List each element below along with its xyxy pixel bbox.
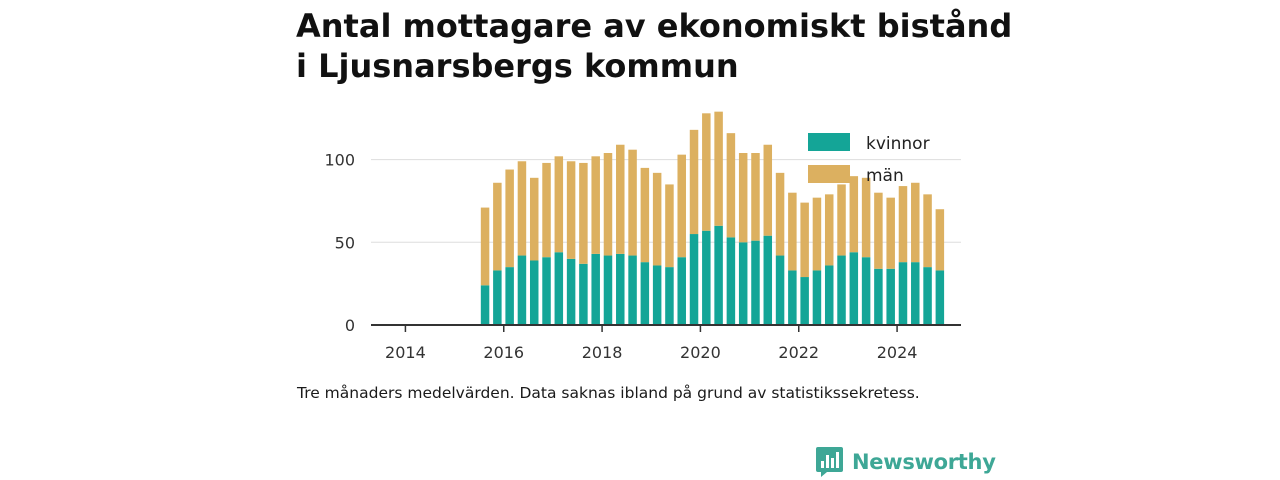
bar-kvinnor xyxy=(591,253,600,325)
y-tick-label: 50 xyxy=(335,233,355,252)
x-tick-label: 2022 xyxy=(778,343,819,362)
bar-man xyxy=(493,182,502,271)
y-tick-label: 100 xyxy=(324,151,355,170)
bar-kvinnor xyxy=(824,265,834,325)
bar-kvinnor xyxy=(579,263,588,325)
bar-kvinnor xyxy=(505,267,514,325)
bar-man xyxy=(849,176,859,253)
bar-man xyxy=(886,197,895,269)
x-tick-label: 2016 xyxy=(483,343,524,362)
bar-kvinnor xyxy=(886,268,895,325)
bar-kvinnor xyxy=(529,260,539,325)
bar-man xyxy=(935,209,945,271)
bar-kvinnor xyxy=(616,253,625,325)
bar-kvinnor xyxy=(751,240,760,325)
bar-kvinnor xyxy=(800,277,809,325)
bar-kvinnor xyxy=(493,270,502,325)
bar-man xyxy=(505,169,514,268)
legend-label: kvinnor xyxy=(866,134,930,154)
bar-man xyxy=(837,184,846,256)
bar-man xyxy=(689,129,699,235)
x-tick-label: 2014 xyxy=(385,343,426,362)
bar-chart-logo-icon xyxy=(816,447,843,477)
bar-man xyxy=(603,153,613,256)
bar-kvinnor xyxy=(677,257,686,325)
bar-kvinnor xyxy=(665,267,674,325)
bar-man xyxy=(788,192,797,271)
bar-man xyxy=(591,156,600,254)
bar-man xyxy=(726,133,736,238)
legend: kvinnor män xyxy=(808,133,930,186)
bar-man xyxy=(824,194,834,266)
bar-kvinnor xyxy=(849,252,859,325)
bar-kvinnor xyxy=(775,255,785,325)
bar-kvinnor xyxy=(689,234,699,325)
bar-kvinnor xyxy=(702,230,711,325)
bar-kvinnor xyxy=(714,225,723,325)
bar-man xyxy=(861,177,871,258)
bar-man xyxy=(652,172,662,266)
bar-kvinnor xyxy=(911,262,920,325)
bar-kvinnor xyxy=(763,235,773,325)
bar-kvinnor xyxy=(898,262,908,325)
bar-kvinnor xyxy=(874,268,883,325)
bar-kvinnor xyxy=(542,257,551,325)
bar-man xyxy=(800,202,809,278)
bar-man xyxy=(714,111,723,226)
bar-man xyxy=(763,144,773,236)
bar-man xyxy=(677,154,686,258)
bar-kvinnor xyxy=(566,258,576,325)
y-tick-label: 0 xyxy=(345,316,355,335)
bar-man xyxy=(738,153,748,243)
bar-man xyxy=(579,162,588,264)
chart-caption: Tre månaders medelvärden. Data saknas ib… xyxy=(297,384,920,402)
bar-man xyxy=(616,144,625,254)
bar-kvinnor xyxy=(603,255,613,325)
bar-man xyxy=(480,207,490,286)
legend-swatch xyxy=(808,165,850,183)
bar-kvinnor xyxy=(788,270,797,325)
bar-man xyxy=(529,177,539,261)
bar-man xyxy=(665,184,674,268)
brand-logo: Newsworthy xyxy=(815,446,996,478)
chart-title: Antal mottagare av ekonomiskt bistånd i … xyxy=(296,7,1013,85)
bar-kvinnor xyxy=(554,252,564,325)
bar-man xyxy=(898,186,908,263)
bar-man xyxy=(628,149,637,256)
bar-kvinnor xyxy=(652,265,662,325)
bar-kvinnor xyxy=(812,270,822,325)
bar-man xyxy=(775,172,785,256)
legend-swatch xyxy=(808,133,850,151)
bars xyxy=(480,111,945,325)
bar-kvinnor xyxy=(923,267,932,325)
x-tick-label: 2020 xyxy=(680,343,721,362)
bar-man xyxy=(554,156,564,253)
bar-man xyxy=(517,161,527,256)
bar-man xyxy=(874,192,883,269)
bar-man xyxy=(812,197,822,271)
bar-kvinnor xyxy=(726,237,736,325)
bar-man xyxy=(566,161,576,259)
bar-man xyxy=(542,162,551,258)
bar-kvinnor xyxy=(837,255,846,325)
x-tick-label: 2018 xyxy=(582,343,623,362)
bar-man xyxy=(702,113,711,231)
bar-kvinnor xyxy=(480,285,490,325)
bar-man xyxy=(911,182,920,263)
legend-label: män xyxy=(866,166,904,186)
bar-kvinnor xyxy=(517,255,527,325)
bar-kvinnor xyxy=(935,270,945,325)
bar-kvinnor xyxy=(738,242,748,325)
bar-kvinnor xyxy=(640,262,650,325)
x-tick-label: 2024 xyxy=(877,343,918,362)
bar-kvinnor xyxy=(861,257,871,325)
bar-man xyxy=(751,153,760,241)
bar-kvinnor xyxy=(628,255,637,325)
axes: 0 50 100 2014 2016 2018 2020 2022 2024 xyxy=(324,151,961,362)
bar-man xyxy=(923,194,932,268)
brand-name: Newsworthy xyxy=(852,450,996,474)
bar-man xyxy=(640,167,650,263)
